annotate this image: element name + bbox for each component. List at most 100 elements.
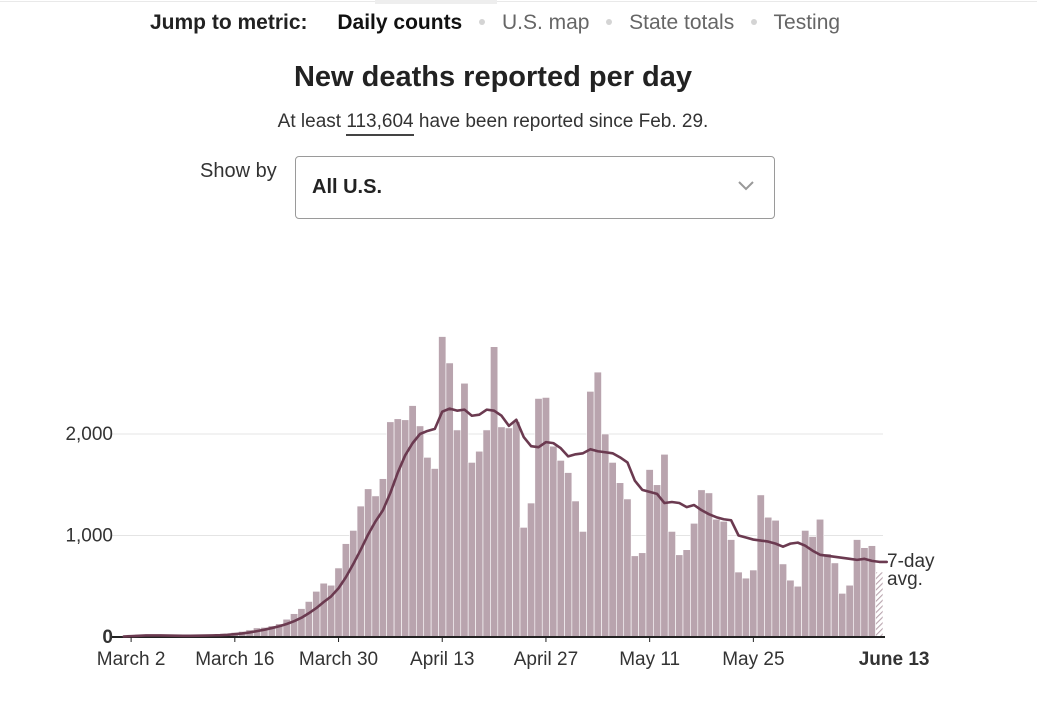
bar <box>556 460 565 638</box>
bar <box>601 433 610 638</box>
bar <box>830 562 839 638</box>
bar <box>497 426 506 638</box>
show-by-label: Show by <box>200 160 277 182</box>
total-deaths-value[interactable]: 113,604 <box>346 111 414 136</box>
bar <box>445 362 454 638</box>
bar <box>393 418 402 638</box>
bar <box>690 523 699 638</box>
bar <box>667 531 676 638</box>
bar <box>853 539 862 638</box>
bar <box>682 549 691 638</box>
bar <box>290 613 299 638</box>
bar <box>304 601 313 638</box>
bar <box>741 577 750 638</box>
legend-7day-label: 7-day <box>887 551 935 572</box>
nav-separator-dot <box>751 18 758 25</box>
nav-testing[interactable]: Testing <box>773 11 841 34</box>
bar <box>349 530 358 638</box>
bar <box>786 579 795 638</box>
bar <box>297 608 306 638</box>
bar <box>356 505 365 638</box>
bar <box>482 429 491 638</box>
x-tick-label: March 2 <box>97 649 166 670</box>
legend-avg-label: avg. <box>887 569 923 590</box>
bar <box>312 591 321 638</box>
x-tick-label: April 13 <box>410 649 474 670</box>
x-tick-label: May 11 <box>619 649 680 670</box>
top-divider <box>0 1 1037 2</box>
bar <box>756 494 765 638</box>
bar <box>341 543 350 638</box>
bar <box>578 531 587 638</box>
bar <box>860 547 869 638</box>
bar <box>623 498 632 638</box>
bar <box>467 462 476 638</box>
bar <box>460 382 469 638</box>
top-scroll-indicator <box>375 0 497 4</box>
bar <box>823 553 832 638</box>
bar <box>416 425 425 638</box>
bar <box>504 427 513 638</box>
bar <box>719 520 728 638</box>
bar <box>653 484 662 638</box>
bar <box>616 482 625 638</box>
y-tick-label: 1,000 <box>65 526 113 547</box>
bar <box>527 502 536 638</box>
bar <box>816 518 825 638</box>
top-bar <box>0 0 1037 46</box>
bar <box>571 500 580 638</box>
bar <box>712 518 721 638</box>
y-tick-label: 2,000 <box>65 424 113 445</box>
bar <box>793 585 802 638</box>
bar <box>586 391 595 638</box>
metric-nav: Jump to metric: Daily counts U.S. map St… <box>150 10 840 36</box>
region-select[interactable]: All U.S. <box>295 156 775 219</box>
nav-daily-counts[interactable]: Daily counts <box>337 11 463 34</box>
avg-line <box>122 407 888 638</box>
bar <box>386 421 395 638</box>
chevron-down-icon <box>738 181 754 191</box>
chart-title: New deaths reported per day <box>293 61 693 93</box>
bar <box>423 457 432 638</box>
bar <box>771 519 780 638</box>
x-tick-label: May 25 <box>722 649 784 670</box>
bar <box>845 584 854 638</box>
bar <box>749 569 758 638</box>
bar <box>319 582 328 638</box>
jump-label: Jump to metric: <box>150 11 308 34</box>
bar <box>364 488 373 638</box>
bar <box>875 571 884 638</box>
nav-state-totals[interactable]: State totals <box>629 11 735 34</box>
x-tick-label: March 30 <box>299 649 378 670</box>
bar <box>645 469 654 638</box>
x-tick-label: March 16 <box>195 649 274 670</box>
bar <box>734 571 743 638</box>
bar <box>638 552 647 638</box>
nav-separator-dot <box>479 18 486 25</box>
nav-separator-dot <box>606 18 613 25</box>
bar <box>549 445 558 638</box>
bar <box>453 429 462 638</box>
subtitle-prefix: At least <box>277 111 347 132</box>
x-tick-label: April 27 <box>514 649 578 670</box>
bar <box>564 472 573 638</box>
bar <box>512 421 521 638</box>
bar <box>593 371 602 638</box>
x-tick-label: June 13 <box>859 649 930 670</box>
bar <box>334 567 343 638</box>
bar <box>630 555 639 638</box>
nav-us-map[interactable]: U.S. map <box>501 11 590 34</box>
bar <box>438 336 447 638</box>
chart-subtitle: At least 113,604 have been reported sinc… <box>0 110 986 136</box>
bar <box>778 563 787 638</box>
bar <box>660 453 669 638</box>
bar <box>764 516 773 638</box>
bar <box>608 462 617 638</box>
bar <box>727 539 736 638</box>
bar <box>838 593 847 638</box>
bar <box>430 468 439 638</box>
bar <box>541 397 550 638</box>
bar <box>519 527 528 638</box>
bar <box>490 346 499 638</box>
